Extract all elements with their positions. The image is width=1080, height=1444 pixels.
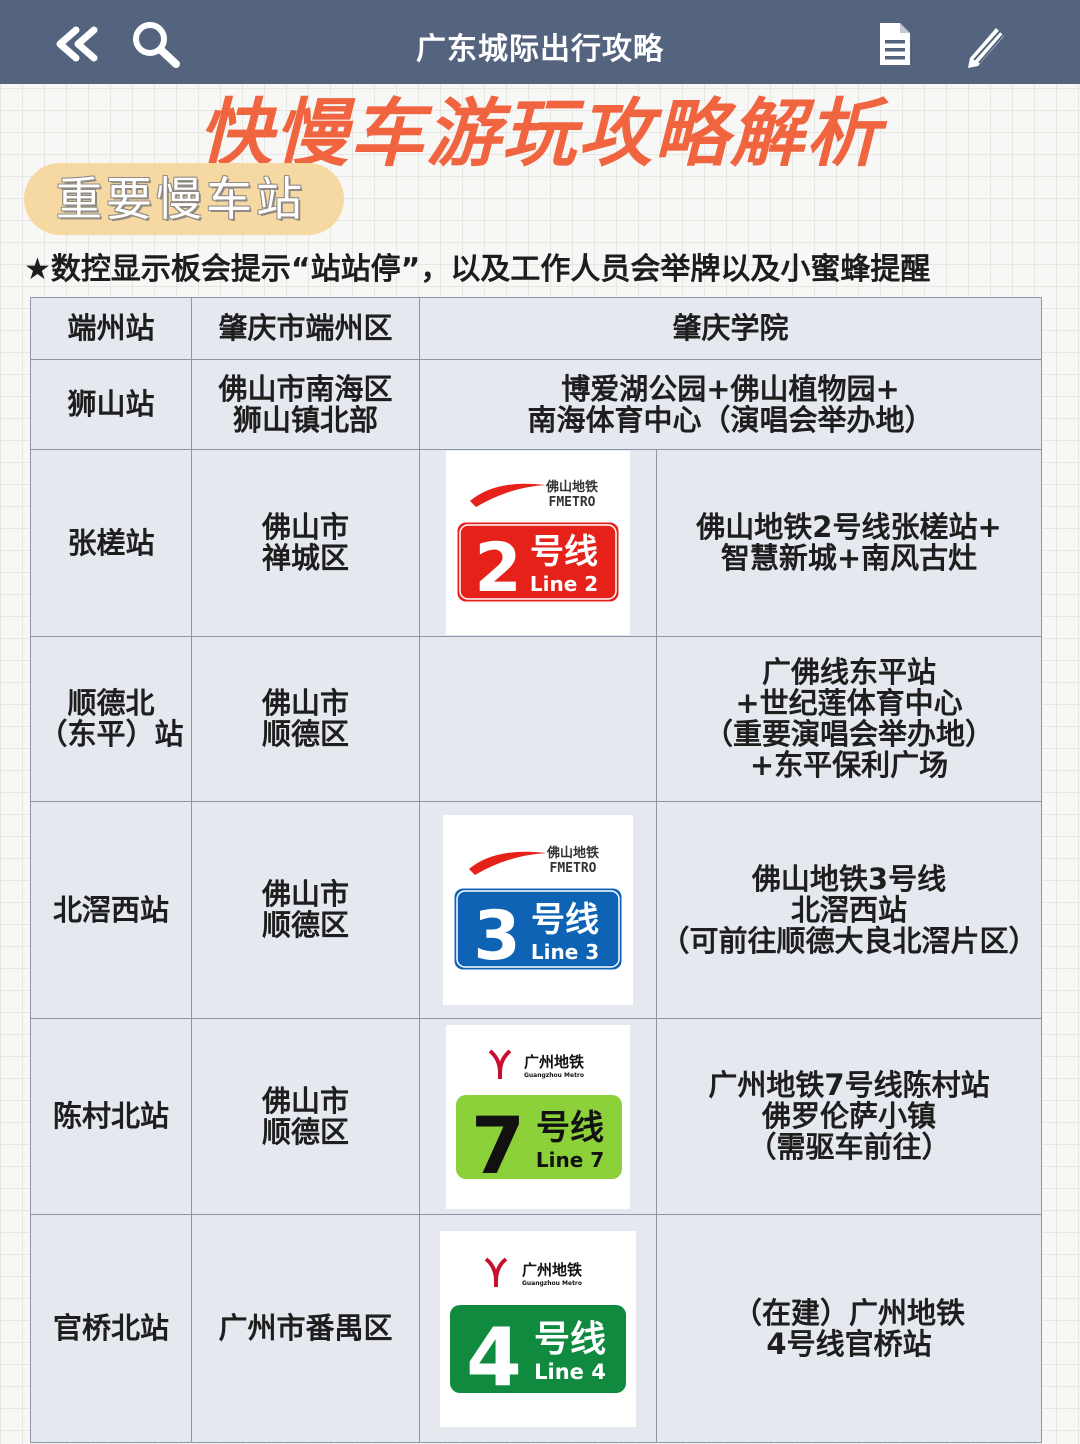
line-number: 2 <box>474 529 521 608</box>
station-name: 张槎站 <box>67 525 155 560</box>
line-label: 号线 <box>531 900 599 940</box>
district-name: 佛山市南海区 狮山镇北部 <box>218 371 393 437</box>
fmetro-logo-icon <box>469 851 547 875</box>
main-title: 快慢车游玩攻略解析 <box>198 91 882 177</box>
search-icon[interactable] <box>128 18 184 70</box>
info-cell: （在建）广州地铁 4号线官桥站 <box>655 1214 1043 1443</box>
table-row: 端州站 肇庆市端州区 肇庆学院 <box>30 297 1043 360</box>
operator-en: Guangzhou Metro <box>522 1280 582 1287</box>
station-name: 官桥北站 <box>52 1311 169 1345</box>
info-cell: 佛山地铁2号线张槎站+ 智慧新城+南风古灶 <box>655 449 1043 637</box>
metro-line-2-badge: 佛山地铁 FMETRO 2 号线 Line 2 <box>446 451 630 635</box>
metro-line-3-badge: 佛山地铁 FMETRO 3 号线 Line 3 <box>443 815 633 1005</box>
table-row: 顺德北 （东平）站 佛山市 顺德区 广佛线东平站 +世纪莲体育中心 （重要演唱会… <box>30 636 1043 802</box>
operator-en: FMETRO <box>549 495 596 510</box>
district-cell: 佛山市南海区 狮山镇北部 <box>191 359 420 450</box>
line-number: 4 <box>466 1311 522 1404</box>
district-name: 肇庆市端州区 <box>218 311 393 345</box>
station-cell: 端州站 <box>30 297 192 360</box>
operator-en: FMETRO <box>550 861 597 876</box>
station-info: 广佛线东平站 +世纪莲体育中心 （重要演唱会举办地） +东平保利广场 <box>704 655 995 782</box>
section-label-background <box>24 163 344 235</box>
district-cell: 肇庆市端州区 <box>191 297 420 360</box>
station-cell: 狮山站 <box>30 359 192 450</box>
note-text: ★数控显示板会提示“站站停”，以及工作人员会举牌以及小蜜蜂提醒 <box>24 252 931 287</box>
line-badge-cell-empty <box>419 636 657 802</box>
station-info: 广州地铁7号线陈村站 佛罗伦萨小镇 （需驱车前往） <box>708 1068 990 1164</box>
info-cell: 佛山地铁3号线 北滘西站 （可前往顺德大良北滘片区） <box>655 801 1043 1019</box>
station-cell: 张槎站 <box>30 449 192 637</box>
metro-line-4-badge: 广州地铁 Guangzhou Metro 4 号线 Line 4 <box>440 1230 636 1427</box>
operator-cn: 佛山地铁 <box>546 845 599 861</box>
line-badge-cell: 佛山地铁 FMETRO 3 号线 Line 3 <box>419 801 657 1019</box>
district-cell: 佛山市 顺德区 <box>191 1018 420 1215</box>
info-cell: 广州地铁7号线陈村站 佛罗伦萨小镇 （需驱车前往） <box>655 1018 1043 1215</box>
line-label: 号线 <box>536 1108 604 1148</box>
station-name: 陈村北站 <box>52 1099 169 1133</box>
fmetro-logo-icon <box>470 483 546 507</box>
station-cell: 北滘西站 <box>30 801 192 1019</box>
station-info: （在建）广州地铁 4号线官桥站 <box>733 1295 966 1361</box>
table-row: 狮山站 佛山市南海区 狮山镇北部 博爱湖公园+佛山植物园+ 南海体育中心（演唱会… <box>30 359 1043 450</box>
line-label: 号线 <box>534 1319 606 1360</box>
station-name: 顺德北 （东平）站 <box>38 686 184 751</box>
line-label: 号线 <box>530 532 598 572</box>
station-cell: 顺德北 （东平）站 <box>30 636 192 802</box>
station-name: 端州站 <box>67 311 155 345</box>
line-number: 7 <box>471 1102 525 1192</box>
district-name: 佛山市 禅城区 <box>261 510 349 575</box>
table-row: 官桥北站 广州市番禺区 广州地铁 Guangzhou Metro 4 号线 Li… <box>30 1214 1043 1443</box>
gzmetro-logo-icon <box>488 1048 512 1079</box>
line-en: Line 7 <box>536 1148 604 1172</box>
line-en: Line 3 <box>531 940 599 964</box>
district-name: 佛山市 顺德区 <box>261 686 349 751</box>
operator-cn: 广州地铁 <box>522 1261 582 1279</box>
station-name: 狮山站 <box>67 387 155 421</box>
table-row: 张槎站 佛山市 禅城区 佛山地铁 FMETRO 2 号线 Line 2 <box>30 449 1043 637</box>
line-number: 3 <box>473 897 520 976</box>
operator-cn: 佛山地铁 <box>545 479 598 495</box>
operator-cn: 广州地铁 <box>524 1053 584 1071</box>
district-cell: 佛山市 顺德区 <box>191 636 420 802</box>
table-row: 陈村北站 佛山市 顺德区 广州地铁 Guangzhou Metro 7 号线 L… <box>30 1018 1043 1215</box>
line-badge-cell: 广州地铁 Guangzhou Metro 7 号线 Line 7 <box>419 1018 657 1215</box>
district-name: 佛山市 顺德区 <box>261 877 349 942</box>
station-info: 博爱湖公园+佛山植物园+ 南海体育中心（演唱会举办地） <box>527 371 934 437</box>
stations-table: 端州站 肇庆市端州区 肇庆学院 狮山站 佛山市南海区 狮山镇北部 博爱湖公园+佛… <box>30 297 1043 1443</box>
document-icon[interactable] <box>866 18 922 70</box>
section-label: 重要慢车站 <box>56 172 306 226</box>
district-name: 广州市番禺区 <box>218 1311 393 1345</box>
info-cell: 广佛线东平站 +世纪莲体育中心 （重要演唱会举办地） +东平保利广场 <box>655 636 1043 802</box>
station-info: 佛山地铁2号线张槎站+ 智慧新城+南风古灶 <box>696 510 1002 575</box>
table-row: 北滘西站 佛山市 顺德区 佛山地铁 FMETRO 3 号线 Line 3 <box>30 801 1043 1019</box>
station-info: 肇庆学院 <box>672 311 789 345</box>
station-name: 北滘西站 <box>52 892 169 927</box>
double-chevron-left-icon[interactable] <box>48 18 104 70</box>
info-cell: 博爱湖公园+佛山植物园+ 南海体育中心（演唱会举办地） <box>418 359 1043 450</box>
district-name: 佛山市 顺德区 <box>261 1083 349 1149</box>
line-badge-cell: 佛山地铁 FMETRO 2 号线 Line 2 <box>419 449 657 637</box>
operator-en: Guangzhou Metro <box>524 1072 584 1079</box>
line-en: Line 4 <box>534 1360 606 1384</box>
header-bar: 广东城际出行攻略 <box>0 0 1080 84</box>
station-cell: 陈村北站 <box>30 1018 192 1215</box>
page-title: 广东城际出行攻略 <box>416 32 664 67</box>
district-cell: 佛山市 顺德区 <box>191 801 420 1019</box>
station-cell: 官桥北站 <box>30 1214 192 1443</box>
metro-line-7-badge: 广州地铁 Guangzhou Metro 7 号线 Line 7 <box>446 1024 630 1209</box>
district-cell: 佛山市 禅城区 <box>191 449 420 637</box>
pencil-icon[interactable] <box>958 18 1014 70</box>
district-cell: 广州市番禺区 <box>191 1214 420 1443</box>
gzmetro-logo-icon <box>484 1256 508 1287</box>
line-badge-cell: 广州地铁 Guangzhou Metro 4 号线 Line 4 <box>419 1214 657 1443</box>
station-info: 佛山地铁3号线 北滘西站 （可前往顺德大良北滘片区） <box>660 861 1038 958</box>
line-en: Line 2 <box>530 572 598 596</box>
info-cell: 肇庆学院 <box>418 297 1043 360</box>
